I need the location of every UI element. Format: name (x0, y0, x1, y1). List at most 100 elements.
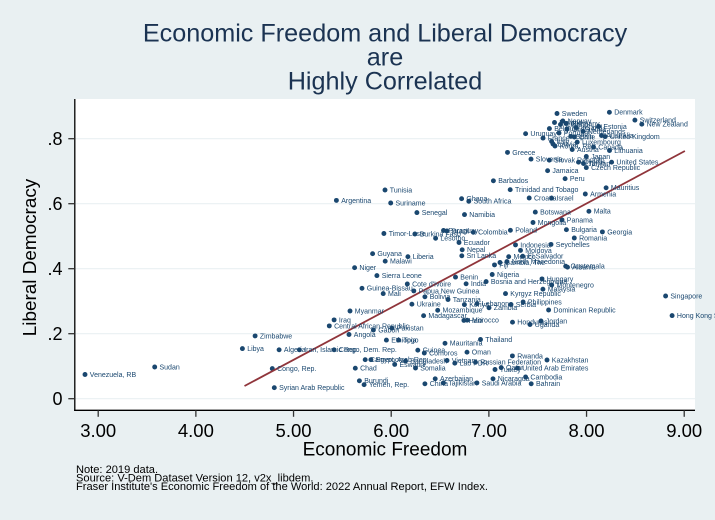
svg-text:Bulgaria: Bulgaria (571, 227, 597, 234)
svg-text:Niger: Niger (359, 265, 376, 272)
svg-text:Mexico: Mexico (514, 254, 536, 261)
svg-text:Kazakhstan: Kazakhstan (552, 357, 589, 364)
svg-text:Canada: Canada (598, 144, 623, 151)
svg-text:Gambia, The: Gambia, The (505, 260, 545, 267)
svg-text:0: 0 (52, 389, 62, 409)
svg-text:.2: .2 (47, 324, 62, 344)
svg-text:Korea, Rep.: Korea, Rep. (560, 143, 597, 150)
svg-text:France: France (548, 136, 570, 143)
svg-text:Slovenia: Slovenia (536, 157, 563, 164)
svg-text:Tanzania: Tanzania (453, 297, 481, 304)
svg-text:Paraguay: Paraguay (448, 228, 478, 235)
svg-text:Yemen, Rep.: Yemen, Rep. (369, 382, 409, 389)
svg-text:Iraq: Iraq (339, 317, 351, 324)
svg-text:Georgia: Georgia (607, 229, 632, 236)
svg-text:.4: .4 (47, 259, 62, 279)
svg-text:Ghana: Ghana (466, 196, 487, 203)
svg-text:Burkina Faso: Burkina Faso (420, 231, 461, 238)
svg-text:Nepal: Nepal (467, 247, 486, 254)
svg-text:Bosnia and Herzegovina: Bosnia and Herzegovina (491, 279, 567, 286)
svg-text:Czech Republic: Czech Republic (591, 165, 641, 172)
svg-text:El Salvador: El Salvador (528, 254, 564, 261)
svg-text:Japan: Japan (591, 154, 610, 161)
svg-text:Mozambique: Mozambique (443, 308, 483, 315)
svg-text:Tajikistan: Tajikistan (448, 380, 477, 387)
svg-text:Colombia: Colombia (478, 230, 508, 237)
svg-text:Qatar: Qatar (506, 365, 524, 372)
svg-text:North Macedonia: North Macedonia (512, 259, 565, 266)
svg-text:Finland: Finland (559, 120, 582, 127)
svg-text:Oman: Oman (472, 350, 491, 357)
svg-text:United Kingdom: United Kingdom (610, 134, 660, 141)
svg-text:Azerbaijan: Azerbaijan (440, 376, 473, 383)
svg-text:Montenegro: Montenegro (557, 282, 594, 289)
svg-text:Bahrain: Bahrain (536, 381, 560, 388)
svg-text:Myanmar: Myanmar (355, 308, 385, 315)
svg-text:Guinea: Guinea (423, 348, 446, 355)
svg-text:.8: .8 (47, 129, 62, 149)
svg-text:Italy: Italy (556, 139, 569, 146)
svg-text:Ethiopia: Ethiopia (391, 338, 416, 345)
svg-text:Sri Lanka: Sri Lanka (467, 253, 497, 260)
svg-text:Algeria: Algeria (284, 347, 306, 354)
svg-text:Lao PDR: Lao PDR (460, 361, 488, 368)
svg-text:Jordan: Jordan (546, 318, 568, 325)
svg-text:Highly Correlated: Highly Correlated (288, 68, 483, 96)
svg-text:Gabon: Gabon (378, 327, 399, 334)
svg-text:Malaysia: Malaysia (548, 287, 576, 294)
svg-text:Moldova: Moldova (525, 248, 552, 255)
svg-text:Mauritius: Mauritius (611, 185, 640, 192)
svg-text:Comoros: Comoros (429, 350, 458, 357)
svg-text:Sudan: Sudan (160, 364, 180, 371)
svg-text:Austria: Austria (577, 147, 599, 154)
svg-text:Papua New Guinea: Papua New Guinea (419, 288, 480, 295)
svg-text:Suriname: Suriname (396, 200, 426, 207)
svg-text:Netherlands: Netherlands (588, 129, 626, 136)
svg-text:Ecuador: Ecuador (464, 240, 491, 247)
svg-text:Chad: Chad (360, 366, 377, 373)
svg-text:New Zealand: New Zealand (647, 122, 688, 129)
svg-text:Romania: Romania (579, 235, 607, 242)
svg-text:Singapore: Singapore (670, 293, 702, 300)
svg-text:Vietnam: Vietnam (452, 358, 478, 365)
svg-text:Tunisia: Tunisia (390, 187, 412, 194)
svg-text:Latvia: Latvia (558, 141, 577, 148)
svg-text:Greece: Greece (512, 150, 535, 157)
svg-text:Libya: Libya (247, 346, 264, 353)
svg-text:Botswana: Botswana (540, 210, 571, 217)
svg-text:Congo, Rep.: Congo, Rep. (277, 366, 316, 373)
svg-text:Malawi: Malawi (390, 259, 412, 266)
svg-text:South Africa: South Africa (474, 199, 512, 206)
svg-text:Hungary: Hungary (547, 276, 574, 283)
svg-text:Uruguay: Uruguay (530, 131, 557, 138)
svg-text:Togo: Togo (403, 338, 418, 345)
svg-text:Economic Freedom: Economic Freedom (303, 440, 468, 461)
svg-text:Guinea-Bissau: Guinea-Bissau (367, 286, 413, 293)
svg-text:Albania: Albania (572, 265, 595, 272)
svg-text:Lebanon: Lebanon (482, 301, 509, 308)
svg-text:Guatemala: Guatemala (571, 264, 605, 271)
svg-text:Brazil: Brazil (452, 228, 470, 235)
svg-text:India: India (471, 281, 486, 288)
svg-text:Germany: Germany (571, 121, 600, 128)
svg-text:China: China (430, 381, 448, 388)
svg-text:United States: United States (616, 160, 659, 167)
svg-text:Mali: Mali (388, 291, 401, 298)
svg-text:Eswatini: Eswatini (400, 362, 427, 369)
svg-text:Panama: Panama (567, 217, 593, 224)
svg-text:are: are (367, 44, 403, 72)
svg-text:Indonesia: Indonesia (520, 242, 550, 249)
svg-text:Peru: Peru (570, 176, 585, 183)
svg-text:Benin: Benin (460, 275, 478, 282)
svg-text:Egypt, Arab Rep.: Egypt, Arab Rep. (376, 357, 429, 364)
svg-text:Rwanda: Rwanda (517, 353, 543, 360)
svg-text:Syrian Arab Republic: Syrian Arab Republic (279, 385, 345, 392)
svg-text:Ukraine: Ukraine (417, 302, 441, 309)
svg-text:Congo, Dem. Rep.: Congo, Dem. Rep. (339, 347, 397, 354)
svg-text:Norway: Norway (568, 118, 592, 125)
svg-text:Cyprus: Cyprus (583, 160, 606, 167)
svg-text:Cameroon: Cameroon (370, 357, 403, 364)
svg-text:Source: V-Dem Dataset Version: Source: V-Dem Dataset Version 12, v2x_li… (76, 473, 313, 485)
svg-text:Mauritania: Mauritania (450, 341, 483, 348)
svg-text:Lithuania: Lithuania (614, 148, 643, 155)
